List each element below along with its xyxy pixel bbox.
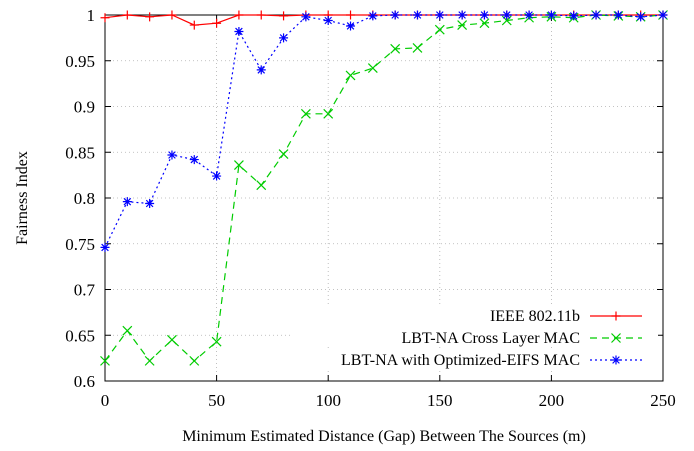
data-point — [100, 242, 110, 252]
tick-labels: 0.6 0.65 0.7 0.75 0.8 0.85 0.9 0.95 1 0 50 100 150 20… — [65, 6, 676, 410]
data-point — [279, 33, 289, 43]
data-point — [636, 12, 646, 22]
y-tick-label: 1 — [87, 6, 96, 25]
x-tick-label: 200 — [539, 391, 565, 410]
data-point — [167, 150, 177, 160]
data-point — [301, 12, 311, 22]
y-tick-label: 0.6 — [74, 372, 95, 391]
series-3 — [100, 10, 668, 252]
data-point — [100, 355, 110, 366]
data-point — [145, 12, 155, 22]
data-point — [457, 20, 468, 30]
legend-marker — [611, 333, 621, 343]
data-point — [412, 43, 423, 53]
series-line — [104, 14, 664, 362]
data-point — [412, 10, 422, 20]
y-tick-label: 0.9 — [74, 98, 95, 117]
data-point — [300, 108, 311, 119]
data-point — [189, 355, 200, 366]
series-2 — [100, 10, 668, 366]
data-point — [435, 10, 445, 20]
data-point — [368, 11, 378, 21]
x-tick-label: 250 — [650, 391, 676, 410]
data-point — [278, 149, 289, 160]
x-tick-label: 0 — [101, 391, 110, 410]
x-tick-label: 150 — [427, 391, 453, 410]
data-point — [323, 15, 333, 25]
data-point — [613, 10, 623, 20]
y-tick-label: 0.75 — [65, 235, 95, 254]
data-point — [234, 10, 244, 20]
data-point — [256, 10, 266, 20]
legend-marker — [611, 311, 621, 321]
series-1 — [100, 10, 668, 30]
legend-label: IEEE 802.11b — [490, 308, 580, 325]
data-point — [122, 10, 132, 20]
data-point — [233, 160, 244, 170]
data-point — [234, 26, 244, 36]
data-point — [569, 11, 579, 21]
legend-row-bg — [292, 326, 658, 347]
legend-row-bg — [292, 348, 658, 369]
legend-label: LBT-NA Cross Layer MAC — [401, 330, 580, 347]
data-point — [167, 10, 177, 20]
data-point — [100, 13, 110, 23]
y-tick-label: 0.85 — [65, 143, 95, 162]
legend-label: LBT-NA with Optimized-EIFS MAC — [341, 352, 580, 369]
data-point — [345, 70, 356, 81]
data-point — [122, 197, 132, 207]
x-tick-label: 50 — [208, 391, 225, 410]
data-point — [323, 108, 334, 119]
data-point — [390, 10, 400, 20]
data-point — [367, 63, 378, 73]
data-point — [502, 10, 512, 20]
data-point — [189, 20, 199, 30]
data-point — [390, 43, 401, 54]
data-point — [546, 10, 556, 20]
grid — [105, 15, 663, 381]
data-point — [189, 155, 199, 165]
data-point — [434, 24, 445, 35]
legend-marker — [611, 355, 621, 365]
data-point — [122, 325, 133, 336]
data-point — [256, 65, 266, 75]
y-tick-label: 0.65 — [65, 326, 95, 345]
data-point — [167, 334, 177, 345]
data-point — [346, 21, 356, 31]
data-point — [658, 10, 668, 20]
series-layer — [100, 10, 668, 366]
data-point — [211, 336, 222, 347]
x-axis-title: Minimum Estimated Distance (Gap) Between… — [182, 428, 586, 445]
data-point — [479, 10, 489, 20]
data-point — [591, 10, 601, 20]
data-point — [212, 171, 222, 181]
data-point — [524, 10, 534, 20]
data-point — [144, 355, 155, 366]
legend: IEEE 802.11b LBT-NA Cross Layer MAC LBT-NA… — [292, 304, 658, 369]
series-line — [104, 14, 664, 248]
y-tick-label: 0.7 — [74, 281, 96, 300]
data-point — [212, 18, 222, 28]
y-axis-title: Fairness Index — [14, 151, 31, 245]
data-point — [457, 10, 467, 20]
data-point — [479, 18, 490, 29]
x-tick-label: 100 — [315, 391, 341, 410]
y-tick-label: 0.95 — [65, 52, 95, 71]
data-point — [256, 180, 267, 191]
legend-row-bg — [292, 304, 658, 325]
y-tick-label: 0.8 — [74, 189, 95, 208]
data-point — [346, 10, 356, 20]
data-point — [145, 198, 155, 208]
data-point — [279, 11, 289, 21]
